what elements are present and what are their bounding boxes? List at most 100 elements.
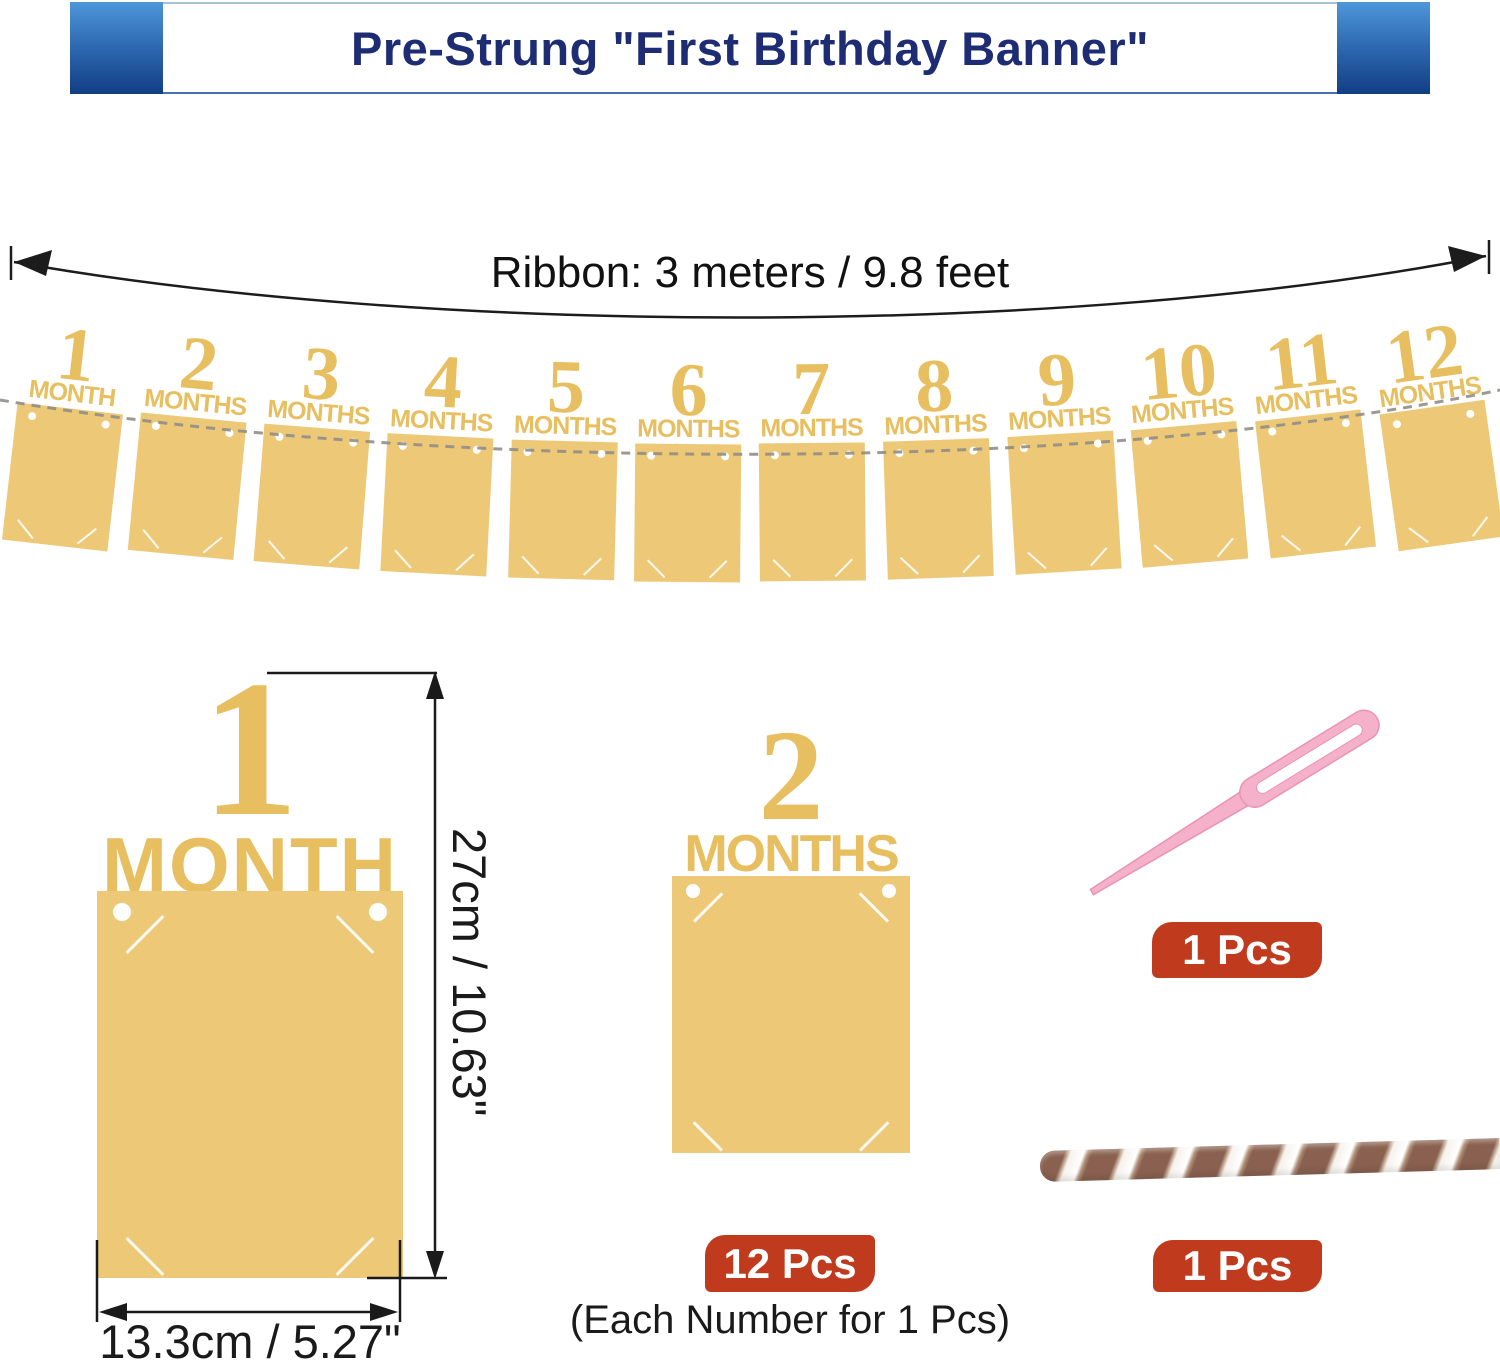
hole: [1093, 438, 1102, 448]
photo-slit: [708, 559, 728, 578]
hole: [101, 419, 111, 429]
photo-slit: [125, 1237, 165, 1276]
photo-slit: [202, 536, 223, 553]
banner-card-6: 6 MONTHS: [629, 347, 747, 583]
card-body: [882, 437, 994, 580]
needle-count-badge: 1 Pcs: [1152, 922, 1322, 978]
card-label: MONTHS: [513, 410, 617, 441]
card-body: [253, 423, 370, 570]
card-body: [2, 402, 123, 552]
photo-slit: [1089, 546, 1107, 566]
banner-card-2: 2 MONTHS: [120, 320, 259, 586]
card-body: [1006, 430, 1122, 575]
banner-card-12: 12 MONTHS: [1363, 307, 1500, 587]
hole: [113, 903, 131, 921]
card-body: [634, 443, 742, 583]
card-label: MONTHS: [637, 414, 740, 444]
detail-card-1-body: [97, 891, 403, 1278]
hole: [1341, 418, 1351, 428]
ribbon-length-label: Ribbon: 3 meters / 9.8 feet: [490, 248, 1010, 297]
photo-slit: [335, 915, 375, 954]
card-label: MONTHS: [883, 408, 987, 441]
card-body: [1379, 399, 1500, 551]
detail-card-2-number: 2: [758, 704, 824, 848]
hole: [1019, 443, 1028, 452]
hole: [27, 411, 37, 421]
photo-slit: [834, 558, 853, 577]
hole: [597, 449, 606, 458]
photo-slit: [1026, 551, 1047, 569]
photo-slit: [962, 553, 980, 573]
card-body: [758, 442, 866, 582]
photo-slit: [1217, 537, 1235, 557]
card-count-badge: 12 Pcs: [705, 1235, 875, 1292]
banner-card-4: 4 MONTHS: [375, 339, 503, 584]
photo-slit: [335, 1237, 375, 1276]
hole: [686, 884, 700, 898]
hole: [1465, 408, 1475, 419]
detail-card-1-number: 1: [201, 641, 299, 857]
page-title: Pre-Strung "First Birthday Banner": [350, 21, 1149, 75]
hole: [844, 450, 853, 459]
title-right-block: [1337, 2, 1430, 94]
banner-card-3: 3 MONTHS: [247, 331, 381, 585]
banner-card-11: 11 MONTHS: [1240, 316, 1384, 586]
hole: [647, 451, 656, 460]
hole: [1143, 436, 1153, 445]
width-dimension-label: 13.3cm / 5.27": [99, 1315, 401, 1368]
ribbon-length-arrow: [9, 240, 1491, 319]
hole: [1267, 426, 1277, 436]
photo-slit: [1408, 526, 1429, 543]
photo-slit: [267, 539, 285, 560]
photo-slit: [1344, 525, 1362, 546]
hole: [274, 432, 284, 441]
card-body: [1130, 420, 1249, 568]
card-label: MONTHS: [760, 413, 863, 443]
hole: [770, 450, 779, 459]
photo-slit: [1281, 534, 1302, 552]
card-number: 7: [791, 346, 831, 432]
photo-slit: [647, 559, 666, 578]
each-number-note: (Each Number for 1 Pcs): [569, 1298, 1011, 1342]
photo-slit: [583, 557, 603, 576]
twine-rope: [1039, 1138, 1500, 1182]
photo-slit: [17, 518, 34, 539]
photo-slit: [394, 549, 413, 569]
banner-card-5: 5 MONTHS: [503, 345, 625, 583]
banner-card-1: 1 MONTH: [0, 311, 138, 586]
hole: [1217, 429, 1227, 439]
title-band: Pre-Strung "First Birthday Banner": [162, 2, 1338, 94]
card-number: 6: [669, 347, 709, 433]
photo-slit: [692, 892, 724, 923]
hole: [369, 903, 387, 921]
photo-slit: [142, 528, 160, 549]
photo-slit: [125, 915, 165, 954]
hole: [224, 428, 234, 438]
card-label: MONTHS: [389, 403, 494, 438]
hole: [968, 446, 978, 455]
photo-slit: [772, 558, 791, 577]
photo-slit: [1471, 516, 1488, 537]
banner-card-8: 8 MONTHS: [875, 343, 999, 584]
photo-slit: [1153, 544, 1174, 561]
photo-slit: [455, 553, 475, 571]
hole: [473, 445, 482, 454]
hole: [721, 451, 730, 460]
hole: [523, 447, 532, 456]
banner-card-9: 9 MONTHS: [997, 337, 1127, 584]
card-body: [1255, 409, 1377, 559]
yarn-needle: [1089, 709, 1380, 896]
hole: [894, 448, 904, 457]
hole: [399, 441, 408, 450]
detail-card-2-body: [672, 876, 910, 1153]
card-body: [127, 412, 247, 560]
photo-slit: [858, 1120, 890, 1151]
hole: [151, 421, 160, 430]
banner-card-7: 7 MONTHS: [753, 346, 871, 582]
card-body: [508, 439, 618, 580]
detail-card-2-label: MONTHS: [684, 825, 899, 883]
photo-slit: [692, 1120, 724, 1151]
title-bar: Pre-Strung "First Birthday Banner": [70, 2, 1430, 94]
hole: [1392, 419, 1402, 429]
